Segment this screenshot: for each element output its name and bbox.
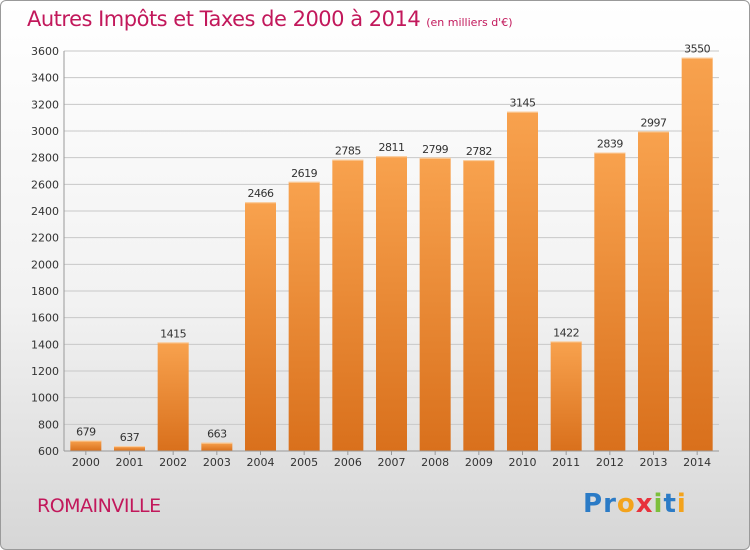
bar <box>594 152 626 451</box>
data-label: 3145 <box>510 97 536 110</box>
y-tick-label: 3400 <box>31 72 59 85</box>
x-tick-label: 2012 <box>596 456 624 469</box>
x-tick-label: 2009 <box>465 456 493 469</box>
y-tick-label: 1600 <box>31 312 59 325</box>
x-tick-label: 2004 <box>247 456 275 469</box>
x-tick-label: 2003 <box>203 456 231 469</box>
bar <box>332 159 364 451</box>
bar <box>70 440 102 451</box>
y-tick-label: 2200 <box>31 232 59 245</box>
bar <box>114 446 145 451</box>
x-tick-label: 2013 <box>640 456 668 469</box>
data-label: 2466 <box>248 187 274 200</box>
y-tick-label: 1400 <box>31 338 59 351</box>
x-tick-label: 2007 <box>378 456 406 469</box>
y-tick-label: 3600 <box>31 45 59 58</box>
logo-letter: o <box>616 489 636 519</box>
proxiti-logo: Proxiti <box>583 489 687 519</box>
data-label: 3550 <box>684 43 710 56</box>
data-label: 679 <box>76 425 96 438</box>
y-tick-label: 3200 <box>31 98 59 111</box>
y-tick-label: 2600 <box>31 178 59 191</box>
bar <box>288 181 320 452</box>
x-tick-label: 2010 <box>509 456 537 469</box>
data-label: 2997 <box>641 116 667 129</box>
bar <box>245 202 276 451</box>
bar <box>681 57 713 452</box>
y-tick-label: 800 <box>38 418 59 431</box>
y-tick-label: 2800 <box>31 152 59 165</box>
logo-letter: t <box>663 489 677 519</box>
x-tick-label: 2001 <box>116 456 144 469</box>
x-tick-label: 2008 <box>421 456 449 469</box>
logo-letter: x <box>635 489 654 519</box>
y-tick-label: 1000 <box>31 392 59 405</box>
data-label: 2811 <box>379 141 405 154</box>
bar <box>376 156 407 451</box>
x-tick-label: 2014 <box>683 456 711 469</box>
y-tick-label: 2000 <box>31 258 59 271</box>
logo-letter: i <box>676 489 687 519</box>
logo-letter: i <box>653 489 664 519</box>
y-tick-label: 1200 <box>31 365 59 378</box>
data-label: 637 <box>120 431 140 444</box>
bar <box>463 160 495 452</box>
x-tick-label: 2002 <box>159 456 187 469</box>
x-tick-label: 2005 <box>290 456 318 469</box>
logo-letter: r <box>603 489 617 519</box>
y-tick-label: 1800 <box>31 285 59 298</box>
x-tick-label: 2006 <box>334 456 362 469</box>
commune-name: ROMAINVILLE <box>37 495 161 517</box>
x-tick-label: 2000 <box>72 456 100 469</box>
data-label: 2839 <box>597 137 623 150</box>
y-tick-label: 2400 <box>31 205 59 218</box>
bar <box>201 442 233 451</box>
bar <box>638 131 669 451</box>
bar-layer <box>70 57 713 452</box>
bar <box>507 111 538 452</box>
bar <box>550 341 582 451</box>
x-tick-label: 2011 <box>552 456 580 469</box>
bar <box>419 157 451 452</box>
data-label: 2785 <box>335 145 361 158</box>
data-label: 2799 <box>422 143 448 156</box>
bar <box>157 342 189 451</box>
data-label: 2619 <box>291 167 317 180</box>
y-tick-label: 600 <box>38 445 59 458</box>
logo-letter: P <box>583 489 604 519</box>
data-label: 1422 <box>553 326 579 339</box>
axis-layer: 600 800 1000 1200 1400 1600 1800 2000 2200 2400 26… <box>31 43 719 469</box>
data-label: 2782 <box>466 145 492 158</box>
y-tick-label: 3000 <box>31 125 59 138</box>
data-label: 1415 <box>160 327 186 340</box>
chart-title: Autres Impôts et Taxes de 2000 à 2014 (en… <box>27 7 512 31</box>
title-unit: (en milliers d'€) <box>426 16 513 29</box>
title-text: Autres Impôts et Taxes de 2000 à 2014 <box>27 7 421 31</box>
data-label: 663 <box>207 428 227 441</box>
